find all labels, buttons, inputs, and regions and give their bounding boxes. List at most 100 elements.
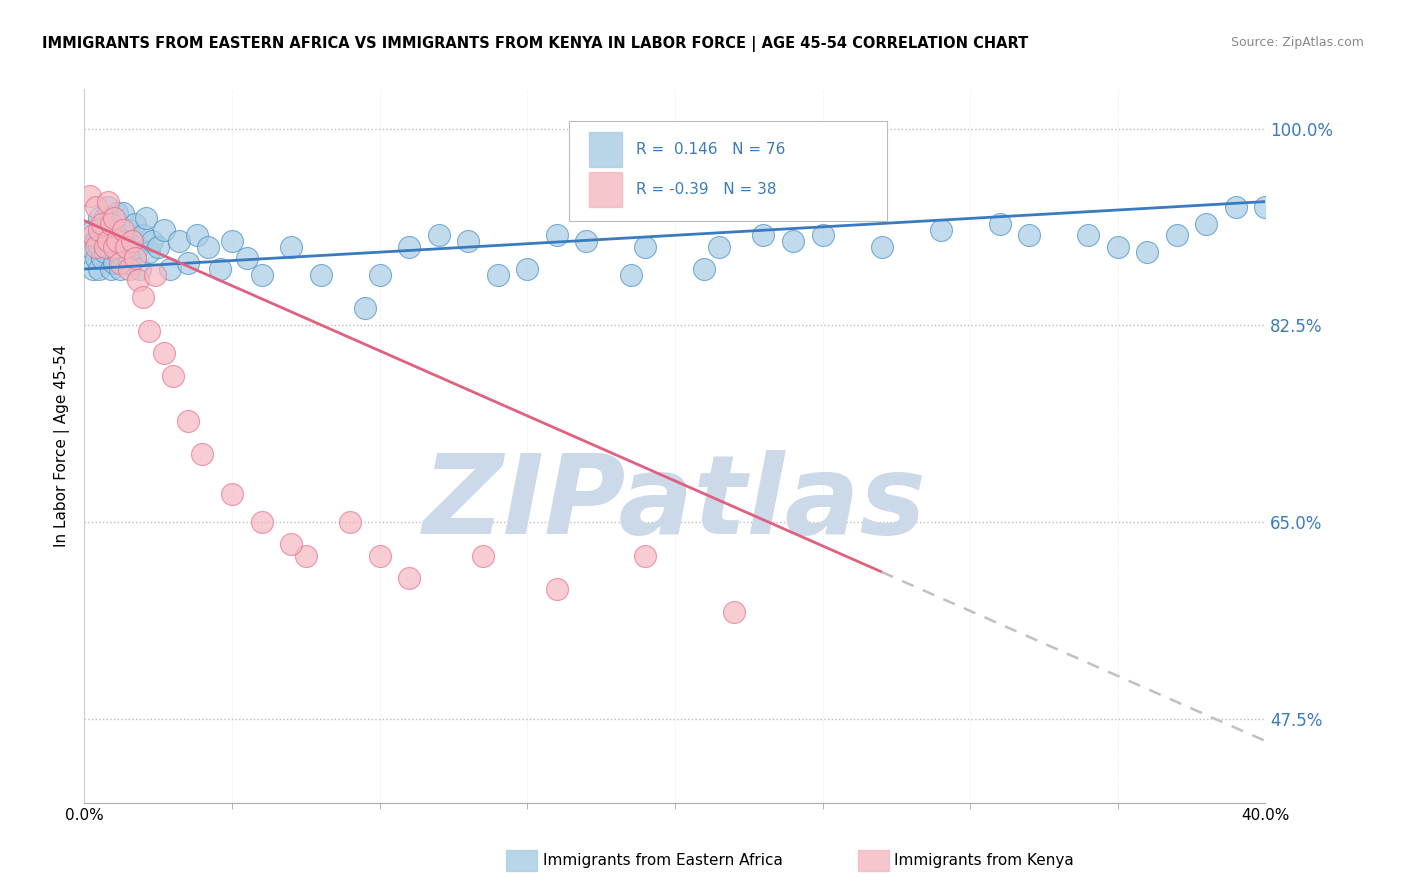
Point (82, 262, 104, 277)
Text: R = -0.39   N = 38: R = -0.39 N = 38 (636, 182, 776, 197)
Point (100, 262, 122, 277)
Point (1077, 228, 1099, 243)
Point (693, 262, 716, 277)
Y-axis label: In Labor Force | Age 45-54: In Labor Force | Age 45-54 (55, 345, 70, 547)
Point (121, 234, 143, 248)
Point (1166, 228, 1188, 243)
Point (105, 234, 128, 248)
Point (82, 228, 104, 243)
Point (79, 239, 101, 253)
Point (97, 234, 120, 248)
Point (575, 234, 598, 248)
FancyBboxPatch shape (589, 172, 621, 207)
Point (87, 211, 111, 226)
Point (94, 211, 117, 226)
Point (87, 262, 111, 277)
Point (280, 239, 302, 253)
Point (177, 414, 200, 428)
FancyBboxPatch shape (568, 121, 887, 221)
Point (250, 515, 273, 529)
Text: Source: ZipAtlas.com: Source: ZipAtlas.com (1230, 36, 1364, 49)
Point (87, 222, 111, 236)
Point (398, 571, 420, 585)
Point (97, 200, 120, 214)
Point (153, 346, 176, 360)
Point (82, 222, 104, 236)
Point (103, 256, 125, 270)
Point (1254, 200, 1277, 214)
Point (91, 251, 114, 265)
Point (79, 189, 101, 203)
Point (368, 268, 391, 282)
Point (127, 239, 149, 253)
Point (167, 234, 190, 248)
Point (988, 217, 1011, 231)
FancyBboxPatch shape (589, 132, 621, 167)
Text: R =  0.146   N = 76: R = 0.146 N = 76 (636, 142, 786, 157)
Point (634, 239, 657, 253)
Point (124, 251, 146, 265)
Point (132, 228, 155, 243)
Point (221, 234, 243, 248)
Point (108, 222, 131, 236)
Point (177, 256, 200, 270)
Point (811, 228, 834, 243)
Point (546, 582, 568, 597)
Point (84, 200, 107, 214)
Point (752, 228, 775, 243)
Point (129, 262, 152, 277)
Point (132, 290, 155, 304)
Point (114, 239, 136, 253)
Point (118, 222, 141, 236)
Point (186, 228, 208, 243)
Point (1225, 200, 1247, 214)
Point (124, 217, 146, 231)
Point (108, 262, 131, 277)
Point (709, 239, 731, 253)
Point (723, 605, 745, 619)
Point (97, 194, 120, 209)
Point (84, 234, 107, 248)
Point (841, 200, 863, 214)
Point (118, 262, 141, 277)
Point (221, 487, 243, 501)
Text: Immigrants from Eastern Africa: Immigrants from Eastern Africa (543, 854, 783, 868)
Point (782, 234, 804, 248)
Point (94, 245, 117, 260)
Point (103, 239, 125, 253)
Point (111, 234, 134, 248)
Point (929, 222, 952, 236)
Point (84, 239, 107, 253)
Point (105, 206, 128, 220)
Point (1136, 245, 1159, 260)
Point (250, 268, 273, 282)
Point (84, 251, 107, 265)
Point (162, 368, 184, 383)
Point (209, 262, 232, 277)
Point (619, 268, 641, 282)
Point (546, 228, 568, 243)
Point (191, 447, 214, 461)
Point (91, 228, 114, 243)
Point (118, 256, 141, 270)
Point (100, 222, 122, 236)
Point (1018, 228, 1040, 243)
Point (138, 245, 160, 260)
Point (280, 537, 302, 551)
Point (354, 301, 377, 316)
Point (97, 239, 120, 253)
Point (138, 324, 160, 338)
Point (105, 245, 128, 260)
Point (159, 262, 181, 277)
Point (870, 239, 893, 253)
Point (121, 234, 143, 248)
Point (368, 549, 391, 563)
Point (91, 217, 114, 231)
Point (457, 234, 479, 248)
Point (143, 268, 166, 282)
Point (103, 211, 125, 226)
Point (516, 262, 538, 277)
Point (235, 251, 259, 265)
Point (111, 222, 134, 236)
Point (111, 206, 134, 220)
